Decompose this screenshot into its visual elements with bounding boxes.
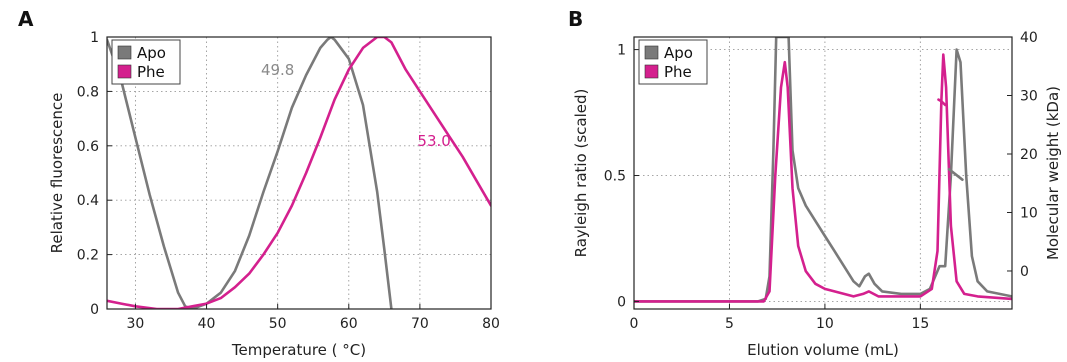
annotation-49-8: 49.8 xyxy=(261,61,294,79)
panel-a-grid xyxy=(107,37,491,309)
panel-a-y-axis-label: Relative fluorescence xyxy=(48,93,66,254)
legend-swatch-apo xyxy=(644,45,659,60)
panel-a-annotations: 49.8 53.0 xyxy=(261,61,451,150)
series-line-apo xyxy=(634,37,1012,303)
legend-swatch-phe xyxy=(644,64,659,79)
panel-b-frame xyxy=(633,36,1013,310)
panel-b-series xyxy=(634,37,1012,303)
y2-tick-label-10: 10 xyxy=(1020,205,1038,221)
panel-a: A 49.8 53.0 30 40 50 60 70 80 0 0.2 0.4 0.6 0.8 1 Ap… xyxy=(18,7,500,359)
x-tick-label-50: 50 xyxy=(269,316,287,332)
panel-b-x-axis-label: Elution volume (mL) xyxy=(747,341,899,359)
legend-label-phe: Phe xyxy=(664,63,692,81)
x-tick-label-40: 40 xyxy=(198,316,216,332)
panel-b-y-axis-label: Rayleigh ratio (scaled) xyxy=(572,89,590,258)
legend-label-apo: Apo xyxy=(137,44,166,62)
a-series-group xyxy=(107,37,491,309)
x-tick-label-15: 15 xyxy=(911,316,929,332)
series-line-apo xyxy=(107,37,393,309)
y-tick-label-0-4: 0.4 xyxy=(77,193,99,209)
y-tick-label-0-8: 0.8 xyxy=(77,84,99,100)
x-tick-label-60: 60 xyxy=(340,316,358,332)
panel-b-y2-axis-label: Molecular weight (kDa) xyxy=(1044,86,1062,260)
x-tick-label-80: 80 xyxy=(482,316,500,332)
y2-tick-label-0: 0 xyxy=(1020,264,1029,280)
legend-label-apo: Apo xyxy=(664,44,693,62)
panel-label-b: B xyxy=(568,7,583,31)
y-tick-label-0-5: 0.5 xyxy=(604,169,626,185)
x-tick-label-30: 30 xyxy=(127,316,145,332)
legend-swatch-apo xyxy=(117,45,132,60)
y-tick-label-1: 1 xyxy=(617,43,626,59)
y-tick-label-0: 0 xyxy=(90,302,99,318)
b-series-group xyxy=(634,37,1012,303)
y2-tick-label-20: 20 xyxy=(1020,147,1038,163)
series-line-phe xyxy=(634,53,1012,303)
series-line-phe-molecular-weight xyxy=(937,98,947,107)
panel-a-x-axis-label: Temperature ( °C) xyxy=(231,341,366,359)
panel-a-series xyxy=(107,37,491,309)
y-tick-label-0-2: 0.2 xyxy=(77,248,99,264)
x-tick-label-5: 5 xyxy=(725,316,734,332)
y-tick-label-0-6: 0.6 xyxy=(77,139,99,155)
x-tick-label-0: 0 xyxy=(630,316,639,332)
y-tick-label-0: 0 xyxy=(617,294,626,310)
series-line-apo-molecular-weight xyxy=(947,167,964,181)
y2-tick-label-40: 40 xyxy=(1020,30,1038,46)
legend-swatch-phe xyxy=(117,64,132,79)
y2-tick-label-30: 30 xyxy=(1020,88,1038,104)
legend-label-phe: Phe xyxy=(137,63,165,81)
panel-a-ticks: 30 40 50 60 70 80 0 0.2 0.4 0.6 0.8 1 xyxy=(77,30,500,332)
panel-a-frame xyxy=(106,36,492,310)
panel-label-a: A xyxy=(18,7,34,31)
y-tick-label-1: 1 xyxy=(90,30,99,46)
annotation-53-0: 53.0 xyxy=(417,132,450,150)
x-tick-label-10: 10 xyxy=(816,316,834,332)
series-line-phe xyxy=(107,37,491,309)
x-tick-label-70: 70 xyxy=(411,316,429,332)
